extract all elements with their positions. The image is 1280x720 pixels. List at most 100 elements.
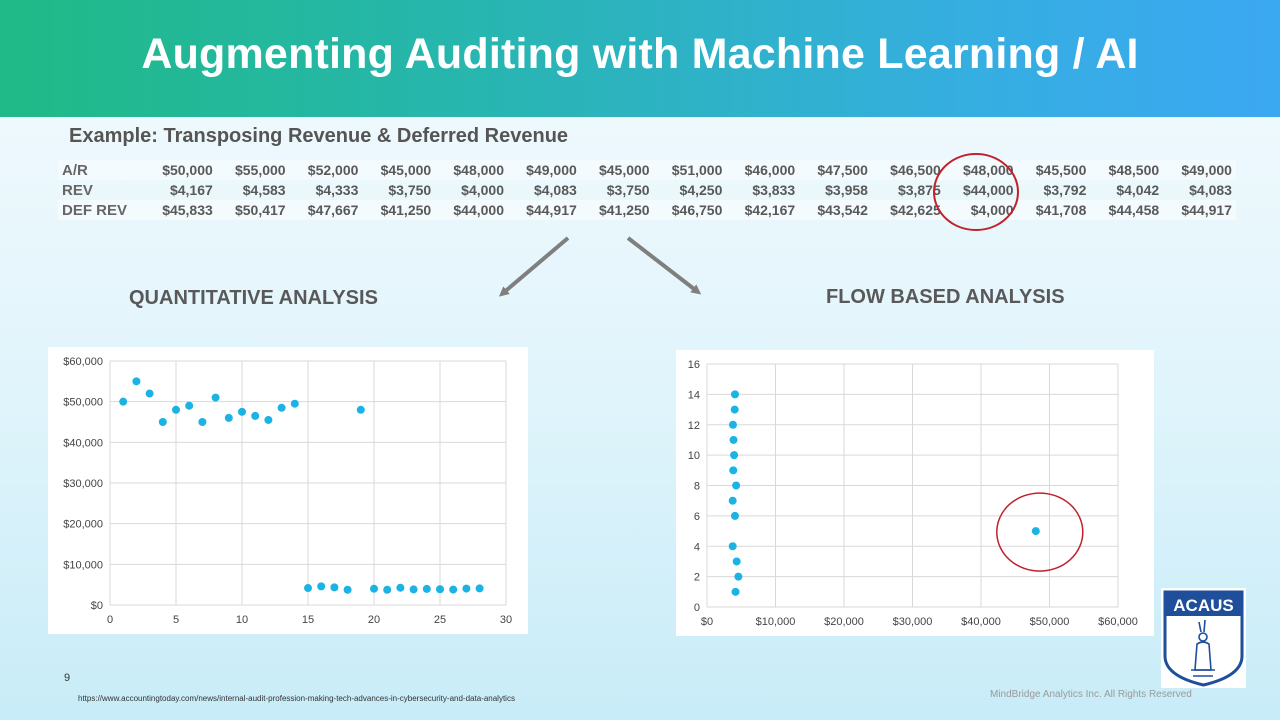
- data-point: [449, 585, 458, 594]
- ledger-cell: $3,750: [388, 182, 432, 198]
- y-tick-label: 10: [688, 450, 700, 462]
- flow-heading: FLOW BASED ANALYSIS: [826, 286, 1065, 308]
- ledger-row-label: DEF REV: [58, 200, 144, 220]
- y-tick-label: $10,000: [63, 559, 103, 571]
- data-point: [238, 407, 246, 416]
- x-tick-label: $10,000: [756, 616, 796, 628]
- ledger-cell: $49,000: [507, 160, 581, 180]
- logo-text: ACAUS: [1173, 596, 1233, 615]
- data-point: [172, 405, 180, 414]
- y-tick-label: $40,000: [63, 437, 103, 449]
- data-point: [731, 587, 740, 596]
- x-tick-label: $30,000: [893, 616, 933, 628]
- y-tick-label: 0: [694, 602, 700, 614]
- y-tick-label: $50,000: [63, 397, 103, 409]
- slide-subtitle: Example: Transposing Revenue & Deferred …: [69, 125, 569, 147]
- arrow-left: [498, 236, 570, 297]
- ledger-row-label: A/R: [58, 160, 144, 180]
- arrow-right: [626, 236, 702, 295]
- quantitative-chart: $0 $10,000 $20,000 $30,000 $40,000 $50,000 $60…: [48, 347, 528, 634]
- ledger-cell: $44,917: [1163, 200, 1236, 220]
- ledger-cell: $3,875: [897, 182, 941, 198]
- ledger-cell: $45,000: [580, 160, 654, 180]
- data-point: [145, 389, 154, 398]
- title-banner: [0, 0, 1280, 117]
- ledger-row: DEF REV $45,833 $50,417 $47,667 $41,250 $44,0…: [58, 200, 1236, 220]
- data-point: [304, 584, 312, 593]
- ledger-cell: $46,750: [653, 200, 727, 220]
- ledger-cell: $4,042: [1116, 182, 1160, 198]
- y-tick-label: 4: [694, 541, 700, 553]
- quantitative-heading: QUANTITATIVE ANALYSIS: [129, 287, 378, 309]
- data-point: [728, 542, 737, 551]
- y-tick-label: $60,000: [63, 356, 103, 368]
- flow-scatter-plot: 0 2 4 6 8 10 12 14 16 $0 $10,000 $20,000 $30,000 $40,…: [688, 359, 1138, 628]
- y-tick-label: 12: [688, 420, 700, 432]
- ledger-cell: $49,000: [1163, 160, 1236, 180]
- ledger-cell: $4,167: [169, 182, 213, 198]
- data-point: [330, 583, 339, 592]
- ledger-cell: $46,000: [726, 160, 800, 180]
- x-tick-label: 25: [434, 614, 446, 626]
- data-point: [370, 584, 378, 593]
- data-point: [264, 415, 273, 424]
- data-point: [224, 413, 233, 422]
- ledger-cell: $51,000: [653, 160, 727, 180]
- data-point: [343, 585, 352, 594]
- x-tick-label: 30: [500, 614, 512, 626]
- ledger-cell: $4,583: [242, 182, 286, 198]
- ledger-cell: $42,167: [726, 200, 800, 220]
- y-tick-label: 8: [694, 481, 700, 493]
- slide-title: Augmenting Auditing with Machine Learnin…: [141, 30, 1139, 78]
- ledger-cell: $41,708: [1017, 200, 1091, 220]
- data-point: [730, 511, 739, 520]
- y-tick-label: 6: [694, 511, 700, 523]
- x-tick-label: 0: [107, 614, 113, 626]
- ledger-cell: $50,000: [144, 160, 217, 180]
- x-tick-label: 5: [173, 614, 179, 626]
- y-tick-label: $0: [91, 600, 103, 612]
- ledger-row: REV $4,167 $4,583 $4,333 $3,750 $4,000 $4,083 $…: [58, 180, 1236, 200]
- ledger-cell: $50,417: [216, 200, 290, 220]
- data-point: [734, 572, 743, 581]
- data-point: [729, 435, 738, 444]
- ledger-cell: $45,833: [144, 200, 217, 220]
- data-point: [732, 557, 741, 566]
- ledger-row: A/R $50,000 $55,000 $52,000 $45,000 $48,000 $4…: [58, 160, 1236, 180]
- data-point: [290, 399, 299, 408]
- ledger-cell: $48,000: [944, 160, 1018, 180]
- data-point: [119, 397, 128, 406]
- ledger-cell: $4,000: [944, 200, 1018, 220]
- data-point: [730, 390, 739, 399]
- ledger-cell: $55,000: [216, 160, 290, 180]
- x-tick-label: 20: [368, 614, 380, 626]
- data-point: [728, 496, 737, 505]
- y-tick-label: $30,000: [63, 478, 103, 490]
- ledger-cell: $3,958: [825, 182, 868, 198]
- data-point: [729, 466, 738, 475]
- data-point: [317, 582, 326, 591]
- source-link[interactable]: https://www.accountingtoday.com/news/int…: [78, 694, 515, 703]
- ledger-cell: $47,667: [289, 200, 363, 220]
- ledger-cell: $3,750: [606, 182, 650, 198]
- ledger-cell: $41,250: [580, 200, 654, 220]
- page-number: 9: [64, 672, 71, 684]
- ledger-cell: $42,625: [871, 200, 945, 220]
- data-point: [356, 405, 365, 414]
- ledger-cell: $47,500: [799, 160, 872, 180]
- y-tick-label: 16: [688, 359, 700, 371]
- statue-of-liberty-icon: [1191, 619, 1215, 677]
- data-point: [383, 585, 392, 594]
- data-point: [277, 403, 286, 412]
- data-point: [732, 481, 741, 490]
- x-tick-label: $0: [701, 616, 713, 628]
- data-point: [132, 377, 141, 386]
- data-point: [251, 411, 260, 420]
- copyright-text: MindBridge Analytics Inc. All Rights Res…: [990, 689, 1192, 700]
- data-point: [422, 584, 431, 593]
- y-tick-label: 14: [688, 389, 700, 401]
- data-point: [730, 451, 739, 460]
- data-point: [462, 584, 471, 593]
- ledger-table: A/R $50,000 $55,000 $52,000 $45,000 $48,000 $4…: [58, 160, 1236, 220]
- flow-chart: 0 2 4 6 8 10 12 14 16 $0 $10,000 $20,000 $30,000 $40,…: [676, 350, 1154, 636]
